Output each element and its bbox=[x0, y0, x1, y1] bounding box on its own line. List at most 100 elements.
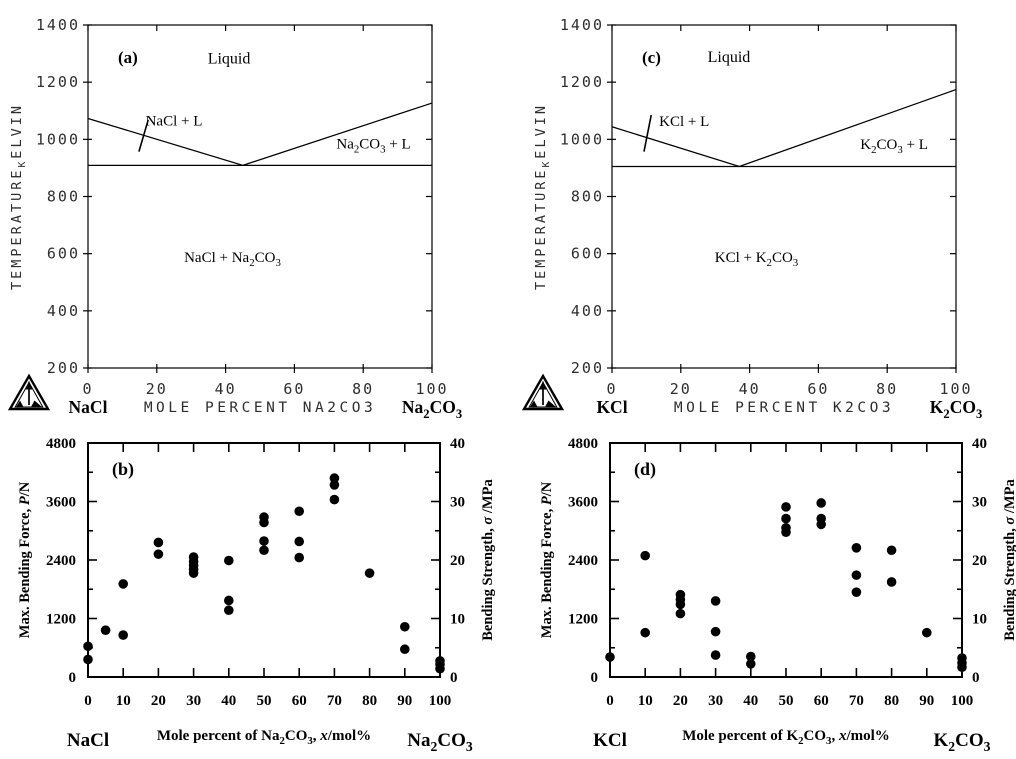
panel-letter: (a) bbox=[118, 48, 138, 67]
plot-frame bbox=[611, 24, 957, 369]
y-right-axis-title: Bending Strength, σ /MPa bbox=[1002, 479, 1016, 641]
data-point bbox=[153, 549, 164, 559]
y-tick-label: 800 bbox=[571, 188, 604, 206]
x-tick-label: 60 bbox=[283, 380, 305, 398]
x-tick-label: 20 bbox=[151, 693, 166, 709]
y-right-axis-title: Bending Strength, σ /MPa bbox=[480, 479, 496, 641]
axes bbox=[83, 24, 433, 373]
y-right-tick-label: 40 bbox=[972, 436, 987, 452]
axes bbox=[607, 24, 957, 373]
thermo-calc-logo-icon bbox=[521, 373, 565, 411]
x-tick-label: 40 bbox=[221, 693, 236, 709]
data-point bbox=[294, 552, 305, 563]
y-left-tick-label: 2400 bbox=[568, 553, 598, 569]
data-point bbox=[640, 627, 650, 638]
x-axis-title: MOLE PERCENT K2CO3 bbox=[674, 400, 894, 416]
data-point bbox=[746, 651, 756, 662]
data-point bbox=[294, 506, 305, 517]
data-point bbox=[83, 654, 93, 665]
data-point bbox=[922, 627, 932, 638]
thermo-calc-logo-icon bbox=[7, 373, 51, 411]
liquidus-line bbox=[87, 102, 433, 166]
y-axis-title: TEMPERATUREKELVIN bbox=[9, 103, 28, 290]
x-tick-label: 20 bbox=[670, 380, 692, 398]
y-left-tick-label: 1200 bbox=[568, 612, 598, 628]
data-point bbox=[118, 630, 128, 640]
data-point bbox=[675, 608, 686, 619]
y-right-tick-label: 30 bbox=[450, 495, 465, 511]
data-point bbox=[640, 550, 650, 561]
y-tick-label: 1200 bbox=[36, 73, 80, 91]
y-right-tick-label: 30 bbox=[972, 495, 987, 511]
data-point bbox=[224, 595, 234, 606]
x-tick-label: 50 bbox=[779, 693, 794, 709]
data-points bbox=[83, 473, 445, 674]
left-endpoint-label: KCl bbox=[596, 397, 627, 417]
left-endpoint-label: NaCl bbox=[69, 397, 108, 417]
y-right-tick-label: 0 bbox=[972, 670, 980, 686]
y-tick-label: 800 bbox=[47, 188, 80, 206]
data-points bbox=[605, 498, 967, 673]
region-label: Liquid bbox=[208, 50, 251, 67]
plot-frame bbox=[609, 442, 963, 678]
x-tick-label: 70 bbox=[849, 693, 864, 709]
y-axis-title: TEMPERATUREKELVIN bbox=[533, 103, 552, 290]
y-left-tick-label: 0 bbox=[591, 670, 599, 686]
x-tick-label: 80 bbox=[362, 693, 377, 709]
data-point bbox=[224, 555, 234, 566]
tie-mark bbox=[643, 114, 653, 152]
y-tick-label: 600 bbox=[47, 245, 80, 263]
data-point bbox=[886, 577, 897, 587]
y-right-tick-label: 10 bbox=[450, 612, 465, 628]
x-tick-label: 40 bbox=[215, 380, 237, 398]
x-tick-label: 60 bbox=[814, 693, 829, 709]
x-tick-label: 80 bbox=[884, 693, 899, 709]
data-point bbox=[400, 644, 410, 655]
x-tick-label: 90 bbox=[919, 693, 934, 709]
x-tick-label: 100 bbox=[939, 380, 972, 398]
axes bbox=[87, 442, 441, 678]
right-endpoint-label: Na2CO3 bbox=[402, 397, 462, 421]
x-tick-label: 40 bbox=[743, 693, 758, 709]
y-tick-label: 1400 bbox=[36, 16, 80, 34]
x-tick-label: 10 bbox=[116, 693, 131, 709]
data-point bbox=[329, 480, 340, 490]
y-tick-label: 200 bbox=[571, 359, 604, 377]
region-label: K2CO3 + L bbox=[860, 137, 928, 156]
x-tick-label: 0 bbox=[606, 693, 614, 709]
data-point bbox=[83, 641, 93, 652]
data-point bbox=[188, 568, 199, 578]
x-axis-title: Mole percent of Na2CO3, x/mol% bbox=[157, 728, 371, 747]
data-point bbox=[710, 626, 721, 637]
region-label: NaCl + Na2CO3 bbox=[184, 250, 281, 269]
data-point bbox=[781, 513, 791, 524]
x-tick-label: 60 bbox=[807, 380, 829, 398]
data-point bbox=[153, 537, 164, 548]
bending-strength-scatter-na2co3: 0 10 20 30 40 50 60 70 80 90 100 0 1200 2400 3600 4800 0… bbox=[17, 436, 496, 754]
axes bbox=[609, 442, 963, 678]
x-tick-label: 80 bbox=[876, 380, 898, 398]
y-left-tick-label: 3600 bbox=[568, 495, 598, 511]
region-label: Liquid bbox=[708, 49, 751, 66]
y-tick-label: 200 bbox=[47, 359, 80, 377]
panel-letter: (b) bbox=[112, 459, 134, 480]
y-left-axis-title: Max. Bending Force, P/N bbox=[539, 481, 555, 638]
right-endpoint-label: Na2CO3 bbox=[407, 730, 473, 754]
x-tick-label: 50 bbox=[257, 693, 272, 709]
phase-diagram-kcl-k2co3: 0 20 40 60 80 100 200 400 600 800 1000 1200 1400 MOLE… bbox=[521, 16, 982, 421]
data-point bbox=[100, 625, 111, 635]
data-point bbox=[400, 621, 410, 632]
data-point bbox=[781, 527, 791, 538]
left-endpoint-label: KCl bbox=[593, 730, 627, 751]
y-right-tick-label: 0 bbox=[450, 670, 458, 686]
data-point bbox=[816, 498, 826, 508]
y-tick-label: 400 bbox=[571, 302, 604, 320]
y-left-tick-label: 4800 bbox=[46, 436, 76, 452]
region-label: NaCl + L bbox=[146, 113, 203, 129]
data-point bbox=[364, 568, 375, 578]
panel-letter: (c) bbox=[642, 48, 661, 67]
x-tick-label: 10 bbox=[638, 693, 653, 709]
plot-frame bbox=[87, 24, 433, 369]
